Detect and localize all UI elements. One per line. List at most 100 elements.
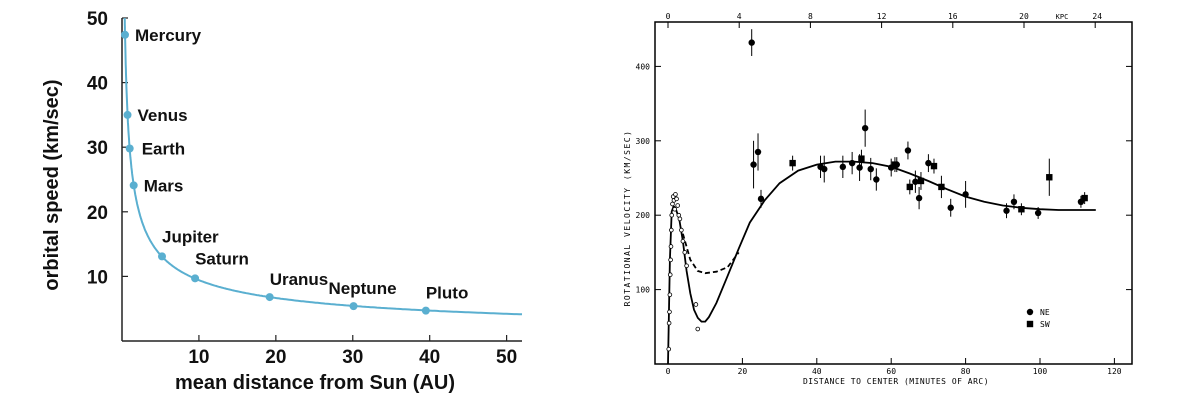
planet-point: [421, 306, 430, 315]
planet-point: [158, 252, 166, 261]
inner-data-point: [669, 227, 674, 233]
ne-data-point: [867, 165, 874, 173]
y-tick-label: 30: [87, 138, 108, 159]
y-tick-label: 100: [636, 286, 651, 295]
planet-label: Pluto: [426, 284, 469, 303]
top-tick-label: 4: [737, 12, 742, 21]
inner-data-point: [667, 292, 673, 298]
inner-data-point: [682, 250, 688, 255]
inner-data-point: [666, 346, 672, 352]
inner-data-point: [674, 196, 679, 202]
sw-data-point: [1018, 206, 1025, 213]
inner-data-point: [679, 227, 684, 233]
planet-point: [123, 110, 132, 119]
planet-label: Uranus: [270, 270, 329, 289]
planet-point: [125, 144, 134, 153]
ne-data-point: [1034, 209, 1042, 217]
top-axis-unit-label: KPC: [1056, 13, 1069, 21]
planet-point: [121, 30, 129, 39]
ne-data-point: [757, 195, 765, 203]
x-tick-label: 20: [265, 347, 286, 368]
legend-marker-sw: [1026, 320, 1034, 328]
inner-data-point: [667, 309, 672, 315]
sw-data-point: [1081, 194, 1088, 202]
y-axis-label: ROTATIONAL VELOCITY (KM/SEC): [623, 130, 632, 307]
inner-data-point: [668, 244, 674, 249]
top-tick-label: 16: [948, 12, 958, 21]
y-tick-label: 20: [87, 203, 108, 224]
x-tick-label: 10: [188, 347, 209, 368]
x-tick-label: 0: [666, 367, 671, 376]
legend-label: NE: [1040, 308, 1050, 317]
y-tick-label: 300: [636, 137, 651, 146]
legend-label: SW: [1040, 320, 1050, 329]
ne-data-point: [873, 176, 880, 183]
ne-data-point: [1010, 198, 1018, 206]
sw-data-point: [858, 155, 865, 162]
inner-data-point: [673, 192, 678, 197]
inner-data-point: [668, 257, 673, 263]
inner-data-point: [666, 320, 672, 326]
sw-data-point: [891, 161, 899, 168]
ne-data-point: [754, 148, 762, 156]
inner-data-point: [667, 272, 673, 278]
ne-data-point: [962, 191, 969, 198]
top-tick-label: 0: [666, 12, 671, 21]
legend-marker-ne: [1026, 308, 1034, 316]
x-tick-label: 30: [342, 347, 363, 368]
x-tick-label: 20: [738, 367, 748, 376]
sw-data-point: [917, 177, 925, 185]
x-tick-label: 50: [496, 347, 517, 368]
y-tick-label: 10: [87, 267, 108, 288]
x-axis-label: mean distance from Sun (AU): [175, 372, 455, 394]
inner-data-point: [693, 302, 699, 307]
inner-data-point: [670, 201, 675, 207]
ne-data-point: [912, 178, 919, 185]
planet-label: Mars: [144, 176, 184, 195]
inner-data-point: [695, 326, 701, 332]
ne-data-point: [915, 194, 923, 202]
x-tick-label: 100: [1033, 367, 1048, 376]
top-tick-label: 8: [808, 12, 813, 21]
inner-data-point: [677, 216, 683, 222]
top-tick-label: 24: [1092, 12, 1102, 21]
sw-data-point: [930, 162, 938, 170]
top-tick-label: 12: [877, 12, 887, 21]
sw-data-point: [789, 159, 796, 167]
galaxy-rotation-curve-chart: ROTATIONAL VELOCITY (KM/SEC) DISTANCE TO…: [623, 12, 1133, 386]
ne-data-point: [925, 159, 932, 167]
sw-data-point: [906, 183, 913, 191]
orbital-speed-chart: orbital speed (km/sec) mean distance fro…: [41, 9, 523, 394]
ne-data-point: [821, 165, 828, 173]
inner-data-point: [680, 238, 686, 244]
planet-label: Saturn: [195, 249, 249, 268]
kepler-curve: [123, 18, 523, 316]
x-tick-label: 40: [812, 367, 822, 376]
planet-point: [349, 302, 358, 311]
x-tick-label: 60: [886, 367, 896, 376]
planet-label: Mercury: [135, 26, 202, 45]
rotation-curve: [667, 160, 1096, 365]
y-tick-label: 400: [636, 62, 651, 71]
ne-data-point: [750, 161, 757, 168]
ne-data-point: [861, 124, 869, 132]
y-tick-label: 40: [87, 74, 108, 95]
x-tick-label: 80: [961, 367, 971, 376]
inner-data-point: [675, 203, 680, 208]
planet-point: [191, 274, 200, 283]
planet-point: [265, 293, 274, 302]
inner-data-point: [684, 263, 689, 269]
ne-data-point: [848, 159, 856, 167]
ne-data-point: [947, 204, 954, 211]
x-tick-label: 40: [419, 347, 440, 368]
dashed-model-curve: [682, 233, 740, 275]
inner-data-point: [672, 206, 677, 212]
planet-label: Jupiter: [162, 227, 219, 246]
plot-frame: [654, 21, 1133, 365]
sw-data-point: [938, 183, 945, 191]
planet-label: Neptune: [329, 279, 397, 298]
planet-label: Earth: [142, 139, 185, 158]
top-tick-label: 20: [1019, 12, 1029, 21]
ne-data-point: [748, 39, 755, 46]
ne-data-point: [1003, 207, 1010, 214]
